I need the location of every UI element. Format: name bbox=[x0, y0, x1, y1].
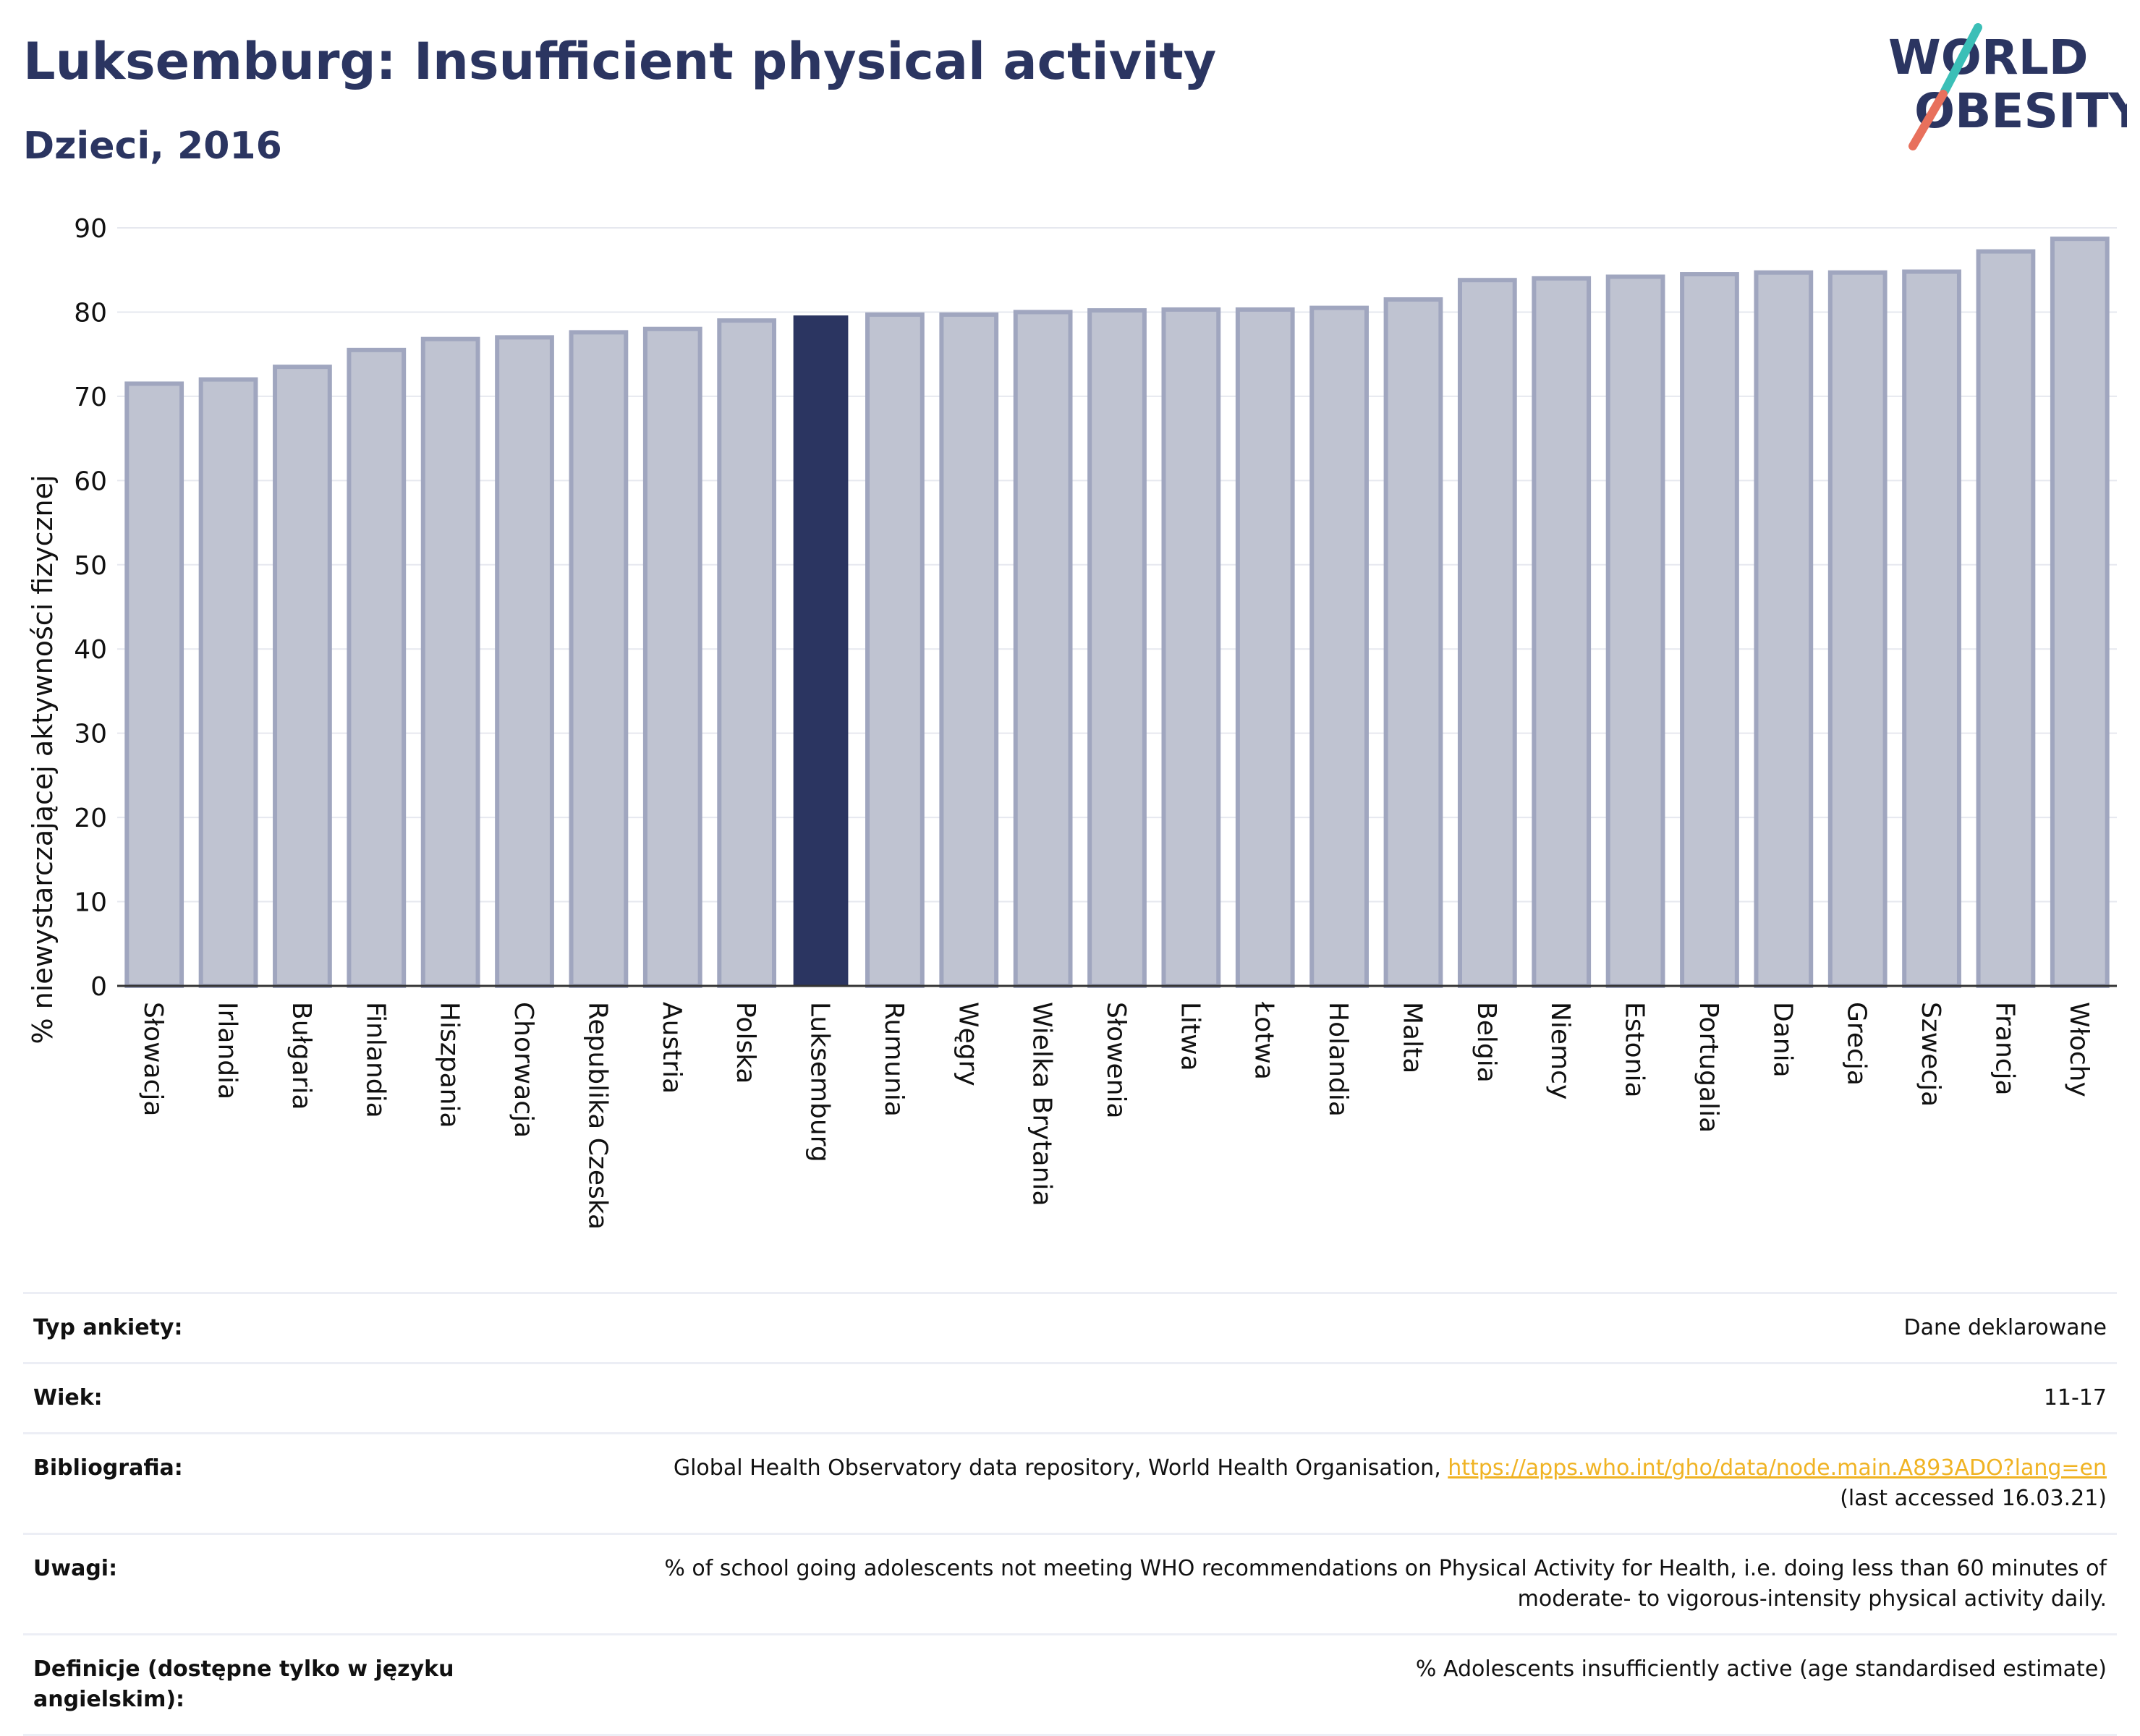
bar bbox=[865, 312, 925, 988]
bar bbox=[1532, 276, 1592, 989]
bar bbox=[1161, 307, 1221, 988]
y-tick-label: 70 bbox=[74, 383, 107, 412]
x-tick-label: Chorwacja bbox=[509, 1002, 538, 1138]
x-tick-label: Malta bbox=[1397, 1002, 1427, 1073]
x-tick-label: Luksemburg bbox=[805, 1002, 835, 1162]
info-value: % Adolescents insufficiently active (age… bbox=[1415, 1656, 2107, 1682]
bar-highlighted bbox=[793, 315, 849, 986]
logo-slash-coral bbox=[1908, 90, 1948, 150]
x-tick-label: Słowenia bbox=[1101, 1002, 1131, 1119]
y-tick-label: 80 bbox=[74, 298, 107, 328]
bar bbox=[939, 312, 999, 988]
x-tick-label: Francja bbox=[1990, 1002, 2019, 1096]
bar bbox=[495, 335, 554, 988]
x-tick-label: Austria bbox=[657, 1002, 687, 1094]
bibliography-link[interactable]: https://apps.who.int/gho/data/node.main.… bbox=[1448, 1455, 2107, 1481]
x-tick-label: Bułgaria bbox=[286, 1002, 316, 1110]
x-tick-label: Niemcy bbox=[1545, 1002, 1575, 1099]
bars bbox=[124, 237, 2110, 989]
info-row-notes: Uwagi: % of school going adolescents not… bbox=[23, 1533, 2117, 1635]
bar bbox=[198, 377, 258, 989]
info-value: % of school going adolescents not meetin… bbox=[477, 1534, 2117, 1635]
logo-line-obesity: OBESITY bbox=[1914, 83, 2127, 139]
y-tick-labels: 0 10 20 30 40 50 60 70 80 90 bbox=[74, 214, 107, 1002]
info-key: Wiek: bbox=[33, 1385, 103, 1410]
bibliography-accessed: (last accessed 16.03.21) bbox=[1840, 1486, 2107, 1511]
x-tick-label: Estonia bbox=[1620, 1002, 1649, 1098]
x-tick-label: Wielka Brytania bbox=[1027, 1002, 1057, 1207]
bar bbox=[124, 381, 184, 988]
info-table: Typ ankiety: Dane deklarowane Wiek: 11-1… bbox=[23, 1292, 2117, 1736]
info-row-definitions: Definicje (dostępne tylko w języku angie… bbox=[23, 1634, 2117, 1735]
x-tick-label: Grecja bbox=[1842, 1002, 1872, 1086]
y-tick-label: 40 bbox=[74, 635, 107, 665]
info-value: Global Health Observatory data repositor… bbox=[477, 1434, 2117, 1534]
bar bbox=[1754, 270, 1814, 988]
y-tick-label: 60 bbox=[74, 467, 107, 496]
x-tick-label: Polska bbox=[731, 1002, 760, 1084]
bar bbox=[1383, 297, 1443, 988]
bar bbox=[1902, 269, 1961, 989]
bar bbox=[1457, 278, 1517, 988]
x-tick-label: Słowacja bbox=[138, 1002, 168, 1116]
info-row-bibliography: Bibliografia: Global Health Observatory … bbox=[23, 1433, 2117, 1534]
bar bbox=[642, 326, 702, 988]
y-tick-label: 90 bbox=[74, 214, 107, 244]
notes-line-2: moderate- to vigorous-intensity physical… bbox=[1517, 1586, 2107, 1612]
bar bbox=[273, 365, 332, 988]
x-tick-label: Łotwa bbox=[1249, 1001, 1279, 1080]
bar bbox=[1976, 249, 2036, 989]
bar bbox=[717, 318, 777, 989]
info-key: Definicje (dostępne tylko w języku angie… bbox=[33, 1656, 454, 1712]
x-tick-label: Rumunia bbox=[879, 1002, 909, 1117]
x-tick-label: Włochy bbox=[2064, 1002, 2094, 1097]
x-tick-label: Belgia bbox=[1472, 1002, 1501, 1083]
y-tick-label: 0 bbox=[90, 972, 107, 1002]
bar bbox=[1013, 310, 1073, 988]
y-tick-label: 20 bbox=[74, 804, 107, 833]
bar bbox=[1680, 272, 1739, 989]
x-tick-labels: Słowacja Irlandia Bułgaria Finlandia Hiszpan… bbox=[138, 1001, 2094, 1230]
x-tick-label: Dania bbox=[1767, 1002, 1797, 1078]
notes-line-1: % of school going adolescents not meetin… bbox=[664, 1556, 2107, 1581]
bar bbox=[420, 336, 480, 988]
bar bbox=[2050, 237, 2110, 988]
bar bbox=[1827, 270, 1888, 988]
x-tick-label: Szwecja bbox=[1916, 1002, 1945, 1107]
bar-chart: 0 10 20 30 40 50 60 70 80 90 Słowacja Irlandia Bułg… bbox=[27, 214, 2117, 1230]
x-tick-label: Finlandia bbox=[360, 1002, 390, 1118]
x-tick-label: Portugalia bbox=[1694, 1002, 1723, 1133]
info-key: Typ ankiety: bbox=[33, 1315, 183, 1340]
x-tick-label: Hiszpania bbox=[435, 1002, 464, 1128]
info-value: 11-17 bbox=[2043, 1385, 2107, 1410]
bar bbox=[1309, 305, 1369, 989]
world-obesity-logo: WORLD OBESITY bbox=[1888, 23, 2127, 150]
y-tick-label: 50 bbox=[74, 551, 107, 581]
bar bbox=[1605, 274, 1665, 988]
info-key: Bibliografia: bbox=[33, 1455, 183, 1481]
bar bbox=[1235, 307, 1295, 988]
bar bbox=[347, 347, 407, 989]
info-value: Dane deklarowane bbox=[1903, 1315, 2107, 1340]
x-tick-label: Holandia bbox=[1323, 1002, 1353, 1117]
bar bbox=[569, 330, 629, 988]
info-key: Uwagi: bbox=[33, 1556, 118, 1581]
y-axis-title: % niewystarczającej aktywności fizycznej bbox=[27, 475, 59, 1044]
bibliography-text: Global Health Observatory data repositor… bbox=[673, 1455, 1448, 1481]
bar bbox=[1087, 308, 1147, 989]
info-row-survey-type: Typ ankiety: Dane deklarowane bbox=[23, 1293, 2117, 1363]
x-tick-label: Irlandia bbox=[213, 1002, 242, 1099]
logo-slash-teal bbox=[1940, 23, 1982, 95]
x-tick-label: Republika Czeska bbox=[582, 1002, 612, 1230]
x-tick-label: Węgry bbox=[953, 1002, 982, 1086]
page-title: Luksemburg: Insufficient physical activi… bbox=[23, 32, 1217, 91]
x-tick-label: Litwa bbox=[1175, 1002, 1205, 1071]
logo-line-world: WORLD bbox=[1888, 30, 2089, 85]
info-row-age: Wiek: 11-17 bbox=[23, 1363, 2117, 1434]
y-tick-label: 30 bbox=[74, 720, 107, 749]
y-tick-label: 10 bbox=[74, 888, 107, 918]
page-subtitle: Dzieci, 2016 bbox=[23, 124, 282, 168]
